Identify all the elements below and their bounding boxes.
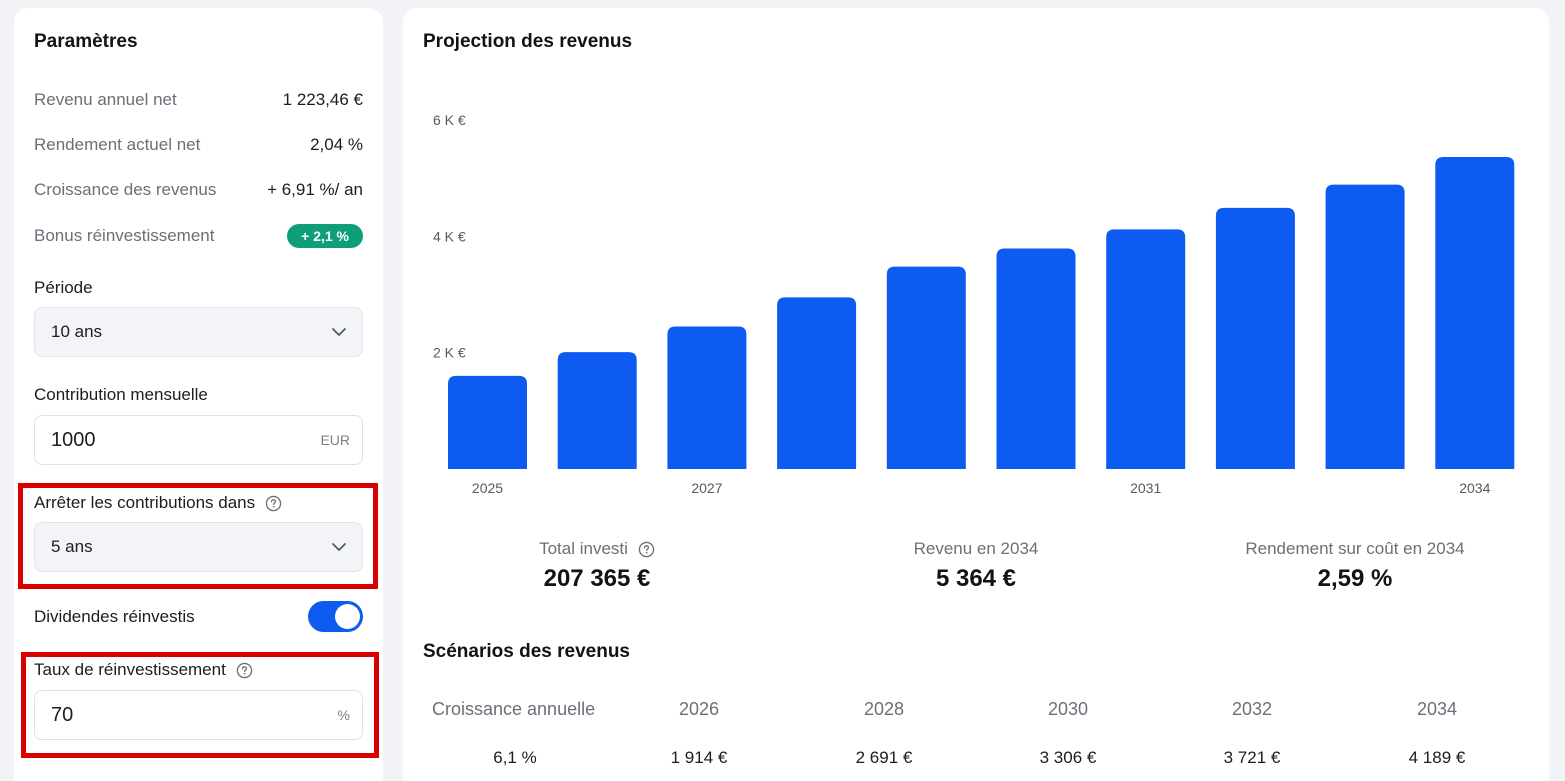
- scenario-header-year: 2026: [678, 699, 720, 719]
- y-tick-label: 2 K €: [433, 345, 466, 361]
- stat-income-2034: Revenu en 2034 5 364 €: [826, 539, 1126, 593]
- dividends-reinvested-toggle[interactable]: [308, 601, 363, 632]
- param-label: Bonus réinvestissement: [34, 226, 215, 245]
- stat-label: Revenu en 2034: [913, 539, 1039, 558]
- chevron-down-icon: [332, 542, 346, 551]
- y-tick-label: 6 K €: [433, 112, 466, 128]
- stat-label-row: Rendement sur coût en 2034: [1205, 539, 1505, 559]
- stat-label-row: Revenu en 2034: [826, 539, 1126, 559]
- help-icon[interactable]: [265, 495, 282, 512]
- parameters-panel: Paramètres Revenu annuel net 1 223,46 € …: [14, 8, 383, 781]
- monthly-contribution-value: 1000: [51, 428, 96, 451]
- param-label: Rendement actuel net: [34, 135, 201, 154]
- chevron-down-icon: [332, 327, 346, 336]
- stat-label: Rendement sur coût en 2034: [1245, 539, 1465, 558]
- stop-contributions-select[interactable]: 5 ans: [34, 522, 363, 572]
- contribution-label: Contribution mensuelle: [34, 385, 208, 405]
- chart-bar-2025[interactable]: [448, 375, 527, 469]
- chart-bar-2031[interactable]: [1106, 229, 1186, 469]
- scenario-cell-growth: 6,1 %: [493, 748, 537, 767]
- scenario-cell-value: 4 189 €: [1408, 748, 1466, 767]
- param-row-income-growth: Croissance des revenus + 6,91 %/ an: [34, 178, 363, 202]
- param-label: Revenu annuel net: [34, 90, 177, 109]
- stat-yield-on-cost-2034: Rendement sur coût en 2034 2,59 %: [1205, 539, 1505, 593]
- projection-panel: Projection des revenus 2 K € 4 K € 6 K € 20…: [403, 8, 1549, 781]
- stat-value: 2,59 %: [1317, 565, 1393, 592]
- chart-bar-2033[interactable]: [1325, 184, 1405, 469]
- stat-label-row: Total investi: [447, 539, 747, 559]
- stop-contributions-value: 5 ans: [51, 537, 93, 556]
- reinvest-rate-label-text: Taux de réinvestissement: [34, 660, 226, 679]
- period-select[interactable]: 10 ans: [34, 307, 363, 357]
- scenario-header-year: 2034: [1416, 699, 1458, 719]
- stat-label: Total investi: [539, 539, 628, 558]
- scenario-cell-value: 3 721 €: [1223, 748, 1281, 767]
- help-icon[interactable]: [638, 541, 655, 558]
- x-tick-label: 2031: [1130, 480, 1161, 496]
- stat-value: 207 365 €: [543, 565, 651, 592]
- chart-bar-2034[interactable]: [1435, 156, 1515, 469]
- period-select-value: 10 ans: [51, 322, 103, 341]
- chart-bar-2029[interactable]: [886, 266, 966, 469]
- scenario-header-growth: Croissance annuelle: [432, 699, 596, 719]
- reinvest-rate-label: Taux de réinvestissement: [34, 660, 253, 680]
- param-row-current-yield: Rendement actuel net 2,04 %: [34, 133, 363, 157]
- x-tick-label: 2027: [691, 480, 722, 496]
- stat-total-invested: Total investi 207 365 €: [447, 539, 747, 593]
- toggle-knob: [335, 604, 360, 629]
- scenario-cell-value: 2 691 €: [855, 748, 913, 767]
- x-tick-label: 2034: [1459, 480, 1490, 496]
- chart-bar-2027[interactable]: [667, 326, 747, 469]
- stop-contributions-label: Arrêter les contributions dans: [34, 493, 282, 513]
- param-row-reinvest-bonus: Bonus réinvestissement + 2,1 %: [34, 224, 363, 248]
- income-projection-chart: 2 K € 4 K € 6 K € 2025 2027 2031 2034: [433, 112, 1515, 496]
- projection-title: Projection des revenus: [423, 31, 633, 52]
- stat-value: 5 364 €: [935, 565, 1017, 592]
- contribution-label-text: Contribution mensuelle: [34, 385, 208, 404]
- scenario-header-year: 2030: [1047, 699, 1089, 719]
- currency-unit: EUR: [320, 432, 350, 448]
- scenario-cell-value: 1 914 €: [670, 748, 728, 767]
- param-value: 1 223,46 €: [282, 90, 363, 109]
- chart-bar-2028[interactable]: [777, 297, 857, 469]
- scenario-header-year: 2032: [1231, 699, 1273, 719]
- bonus-badge: + 2,1 %: [287, 224, 363, 248]
- percent-unit: %: [337, 707, 350, 723]
- help-icon[interactable]: [236, 662, 253, 679]
- period-label-text: Période: [34, 278, 93, 297]
- scenario-cell-value: 3 306 €: [1039, 748, 1097, 767]
- chart-bar-2030[interactable]: [996, 248, 1076, 469]
- param-value: + 6,91 %/ an: [267, 180, 363, 199]
- y-tick-label: 4 K €: [433, 228, 466, 244]
- scenario-header-year: 2028: [863, 699, 905, 719]
- scenarios-title: Scénarios des revenus: [423, 641, 630, 662]
- dividends-label-text: Dividendes réinvestis: [34, 607, 195, 626]
- period-label: Période: [34, 278, 93, 298]
- param-value: 2,04 %: [310, 135, 363, 154]
- chart-bar-2026[interactable]: [557, 352, 637, 469]
- stop-contributions-label-text: Arrêter les contributions dans: [34, 493, 256, 512]
- x-tick-label: 2025: [472, 480, 503, 496]
- monthly-contribution-input[interactable]: 1000 EUR: [34, 415, 363, 465]
- reinvest-rate-value: 70: [51, 703, 74, 726]
- param-row-net-income: Revenu annuel net 1 223,46 €: [34, 88, 363, 112]
- dividends-label: Dividendes réinvestis: [34, 607, 195, 627]
- reinvest-rate-input[interactable]: 70 %: [34, 690, 363, 740]
- parameters-title: Paramètres: [34, 31, 138, 52]
- param-label: Croissance des revenus: [34, 180, 217, 199]
- chart-bar-2032[interactable]: [1215, 207, 1295, 469]
